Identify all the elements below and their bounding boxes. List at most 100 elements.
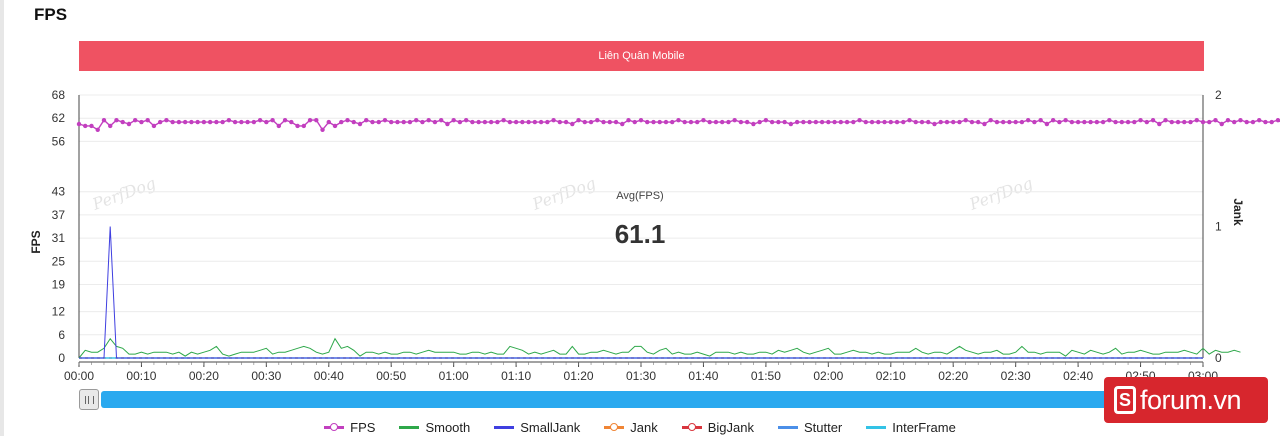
- series-point-fps: [507, 119, 513, 125]
- time-range-slider-track[interactable]: [101, 391, 1146, 408]
- series-point-fps: [963, 117, 968, 123]
- series-point-fps: [607, 119, 612, 125]
- y-left-tick-label: 31: [52, 231, 66, 245]
- series-point-fps: [83, 123, 88, 129]
- series-point-fps: [645, 119, 650, 125]
- x-tick-label: 01:50: [751, 369, 781, 383]
- series-point-fps: [613, 119, 619, 125]
- series-point-fps: [207, 119, 213, 125]
- series-point-fps: [226, 117, 232, 123]
- series-point-fps: [1044, 121, 1050, 127]
- series-point-fps: [670, 119, 675, 125]
- legend-label: SmallJank: [520, 419, 581, 435]
- series-point-fps: [1019, 119, 1025, 125]
- series-point-fps: [170, 119, 175, 125]
- series-point-fps: [888, 119, 893, 125]
- x-tick-label: 00:40: [314, 369, 344, 383]
- series-point-fps: [382, 117, 388, 123]
- x-tick-label: 00:10: [126, 369, 156, 383]
- series-point-fps: [1157, 121, 1162, 127]
- legend-item-bigjank[interactable]: BigJank: [681, 418, 754, 436]
- series-point-fps: [738, 119, 744, 125]
- time-range-slider-handle[interactable]: [79, 389, 99, 410]
- series-point-fps: [1032, 119, 1037, 125]
- series-point-fps: [788, 121, 794, 127]
- series-point-fps: [1013, 119, 1018, 125]
- series-line-smalljank: [79, 226, 1203, 359]
- series-point-fps: [826, 119, 831, 125]
- series-point-fps: [289, 119, 294, 125]
- series-point-fps: [314, 117, 319, 123]
- series-point-fps: [295, 123, 300, 129]
- series-point-fps: [395, 119, 400, 125]
- series-point-fps: [769, 119, 775, 125]
- series-point-fps: [588, 119, 594, 125]
- series-point-fps: [582, 119, 587, 125]
- series-point-fps: [438, 117, 444, 123]
- series-point-fps: [695, 119, 700, 125]
- x-tick-label: 01:00: [439, 369, 469, 383]
- legend-label: FPS: [350, 419, 376, 435]
- series-point-fps: [1238, 117, 1243, 123]
- series-point-fps: [1075, 119, 1081, 125]
- sforum-logo: S forum.vn: [1104, 377, 1268, 423]
- series-point-fps: [532, 119, 538, 125]
- series-point-fps: [95, 127, 100, 133]
- series-point-fps: [1194, 117, 1199, 123]
- x-tick-label: 02:30: [1001, 369, 1031, 383]
- series-point-fps: [538, 119, 544, 125]
- legend-swatch-icon: [399, 425, 420, 429]
- legend-item-fps[interactable]: FPS: [324, 418, 375, 436]
- sforum-logo-text: forum.vn: [1140, 384, 1242, 415]
- series-point-fps: [126, 121, 132, 127]
- series-point-fps: [926, 119, 931, 125]
- legend-item-smalljank[interactable]: SmallJank: [494, 418, 580, 436]
- x-tick-label: 00:50: [376, 369, 406, 383]
- series-point-fps: [994, 119, 1000, 125]
- series-point-fps: [326, 119, 331, 125]
- series-point-fps: [1207, 119, 1212, 125]
- series-point-fps: [838, 119, 844, 125]
- series-point-fps: [108, 123, 113, 129]
- y-left-tick-label: 62: [52, 111, 66, 125]
- series-point-fps: [601, 119, 606, 125]
- series-point-fps: [688, 119, 694, 125]
- series-point-fps: [1163, 117, 1168, 123]
- series-point-fps: [969, 119, 975, 125]
- legend-item-jank[interactable]: Jank: [604, 418, 658, 436]
- series-point-fps: [282, 117, 288, 123]
- legend-label: Stutter: [803, 419, 843, 435]
- series-point-fps: [1094, 119, 1100, 125]
- series-point-fps: [463, 117, 469, 123]
- series-point-fps: [520, 119, 525, 125]
- series-point-fps: [513, 119, 519, 125]
- series-point-fps: [245, 119, 250, 125]
- watermark-text-0: PerfDog: [89, 173, 158, 214]
- series-point-fps: [626, 117, 631, 123]
- sforum-logo-mark: S: [1114, 386, 1136, 414]
- page-title: FPS: [34, 5, 68, 24]
- series-point-fps: [432, 119, 438, 125]
- legend-item-stutter[interactable]: Stutter: [777, 418, 843, 436]
- series-point-fps: [551, 117, 556, 123]
- watermark-text-2: PerfDog: [966, 173, 1035, 214]
- series-point-fps: [339, 119, 344, 125]
- x-tick-label: 02:00: [813, 369, 843, 383]
- series-point-fps: [1088, 119, 1093, 125]
- series-point-fps: [195, 119, 200, 125]
- series-point-fps: [1119, 119, 1125, 125]
- series-point-fps: [495, 119, 500, 125]
- y-left-tick-label: 19: [52, 278, 66, 292]
- grip-icon: [84, 395, 94, 404]
- series-point-fps: [807, 119, 812, 125]
- series-point-fps: [732, 117, 737, 123]
- series-point-fps: [801, 119, 806, 125]
- series-point-fps: [1269, 119, 1274, 125]
- legend-item-smooth[interactable]: Smooth: [399, 418, 470, 436]
- legend-label: Jank: [630, 419, 658, 435]
- y-left-tick-label: 0: [58, 351, 65, 365]
- series-point-fps: [719, 119, 725, 125]
- series-point-fps: [919, 119, 925, 125]
- series-point-fps: [1007, 119, 1012, 125]
- legend-item-interframe[interactable]: InterFrame: [866, 418, 956, 436]
